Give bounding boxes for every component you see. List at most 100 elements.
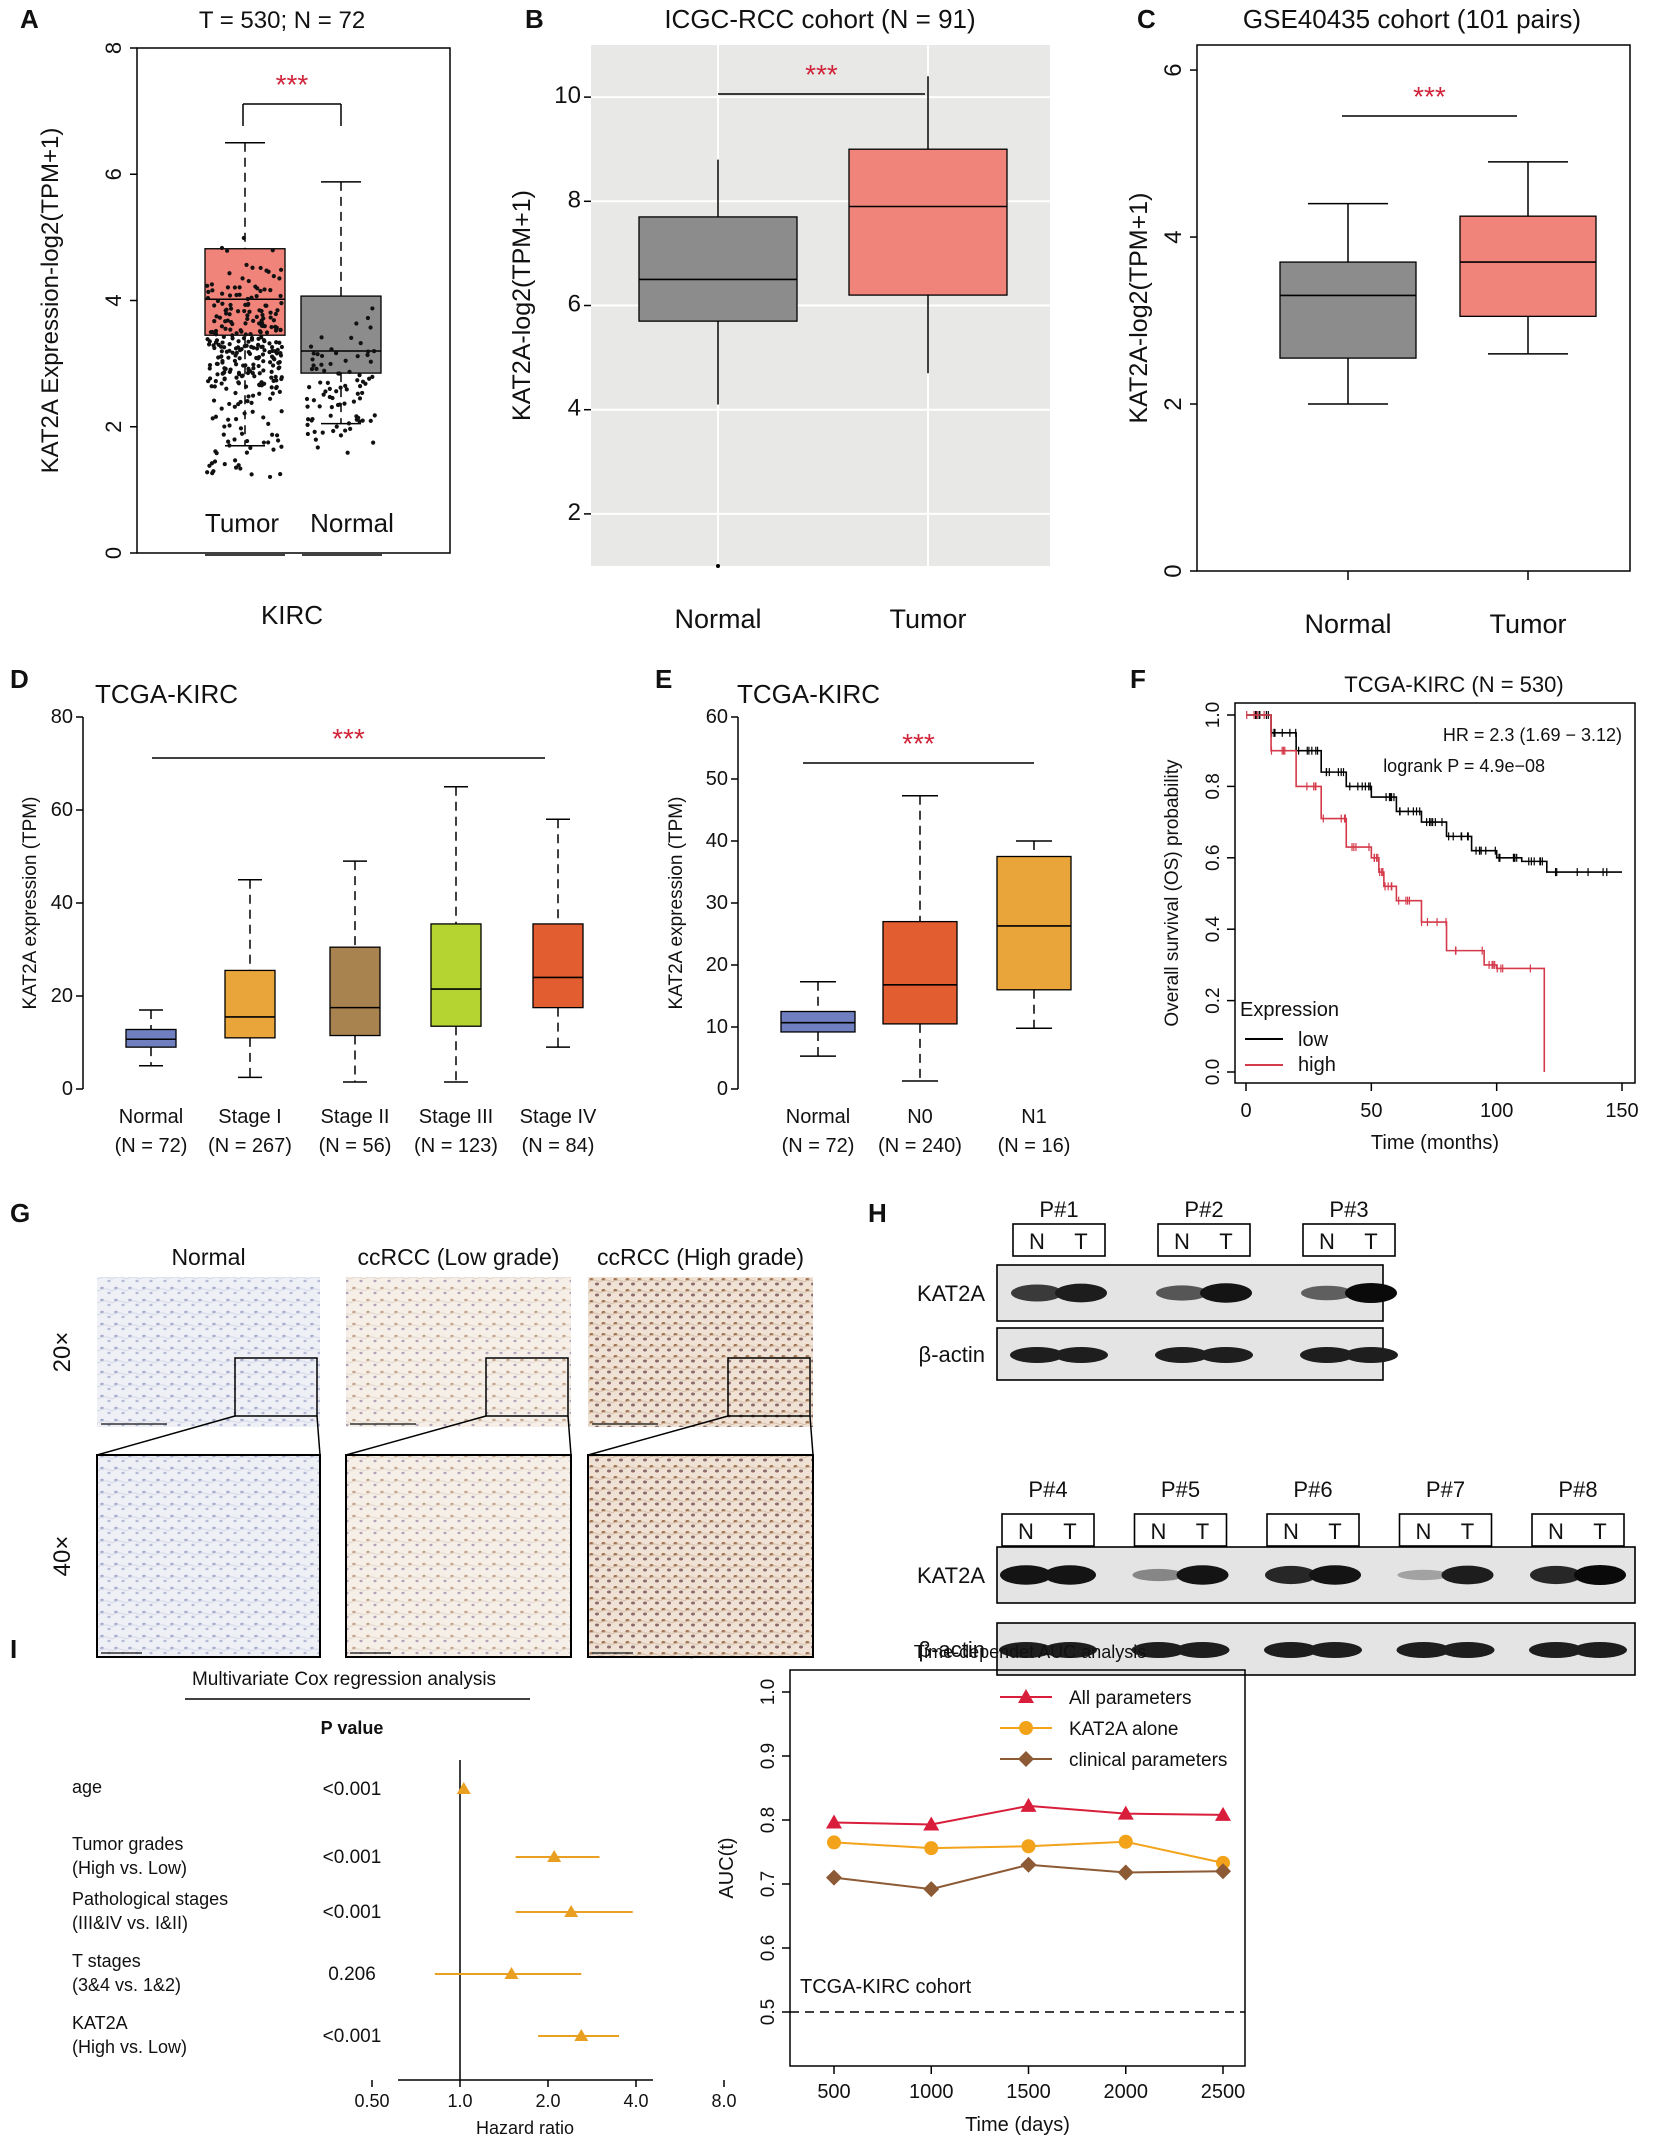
jitter-point	[368, 325, 373, 330]
jitter-point	[314, 366, 319, 371]
significance-stars: ***	[805, 59, 838, 90]
jitter-point	[329, 347, 334, 352]
panel-label-i: I	[10, 1634, 17, 1664]
x-category-label: Normal	[786, 1106, 850, 1128]
jitter-point	[222, 366, 227, 371]
chart-title: GSE40435 cohort (101 pairs)	[1243, 4, 1581, 34]
jitter-point	[217, 315, 223, 320]
chart-title: ICGC-RCC cohort (N = 91)	[664, 4, 975, 34]
chart-panel-d: 0 20 40 60 80 Normal (N = 72) Stage I (N = 267) S…	[20, 679, 597, 1157]
jitter-point	[238, 466, 243, 471]
ihc-row-label: 40×	[49, 1536, 76, 1577]
jitter-point	[245, 399, 250, 404]
x-tick-label: 8.0	[711, 2091, 736, 2111]
jitter-point	[357, 396, 363, 401]
jitter-point	[257, 391, 262, 396]
jitter-point	[310, 357, 315, 362]
jitter-point	[271, 318, 277, 323]
y-tick-label: 2	[1160, 397, 1187, 410]
jitter-point	[327, 386, 332, 391]
jitter-point	[347, 369, 352, 374]
jitter-point	[223, 319, 228, 324]
jitter-point	[230, 350, 235, 355]
band-kat2a	[1265, 1565, 1317, 1585]
band-kat2a	[1132, 1568, 1185, 1582]
jitter-point	[227, 293, 233, 298]
panel-label-a: A	[20, 4, 39, 34]
jitter-point	[312, 429, 317, 434]
jitter-point	[257, 329, 263, 334]
significance-stars: ***	[276, 69, 309, 100]
jitter-point	[273, 311, 278, 317]
series-point-all-parameters	[826, 1814, 842, 1829]
jitter-point	[268, 315, 273, 320]
jitter-point	[220, 291, 225, 296]
y-tick-label: 0.5	[758, 1999, 779, 2025]
plot-frame	[1234, 702, 1636, 1084]
chart-title: T = 530; N = 72	[199, 7, 365, 34]
legend-marker	[1019, 1721, 1033, 1735]
column-header-pvalue: P value	[321, 1718, 384, 1738]
legend-title: Expression	[1240, 999, 1339, 1021]
jitter-point	[233, 353, 238, 358]
jitter-point	[238, 328, 243, 333]
band-kat2a	[1055, 1283, 1107, 1303]
y-tick-label: 0	[1160, 564, 1187, 577]
jitter-point	[338, 433, 344, 438]
x-category-sublabel: (N = 72)	[782, 1135, 855, 1157]
jitter-point	[327, 394, 332, 400]
x-category-sublabel: (N = 123)	[414, 1135, 498, 1157]
jitter-point	[323, 389, 328, 394]
x-category-label: Stage III	[419, 1106, 494, 1128]
y-tick-label: 0.6	[758, 1935, 779, 1961]
lane-label-t: T	[1074, 1229, 1087, 1254]
jitter-point	[240, 276, 245, 281]
jitter-point	[372, 413, 377, 418]
jitter-point	[234, 331, 239, 336]
row-pvalue: 0.206	[328, 1964, 376, 1985]
jitter-point	[307, 384, 312, 390]
jitter-point	[345, 450, 350, 455]
jitter-point	[254, 294, 259, 299]
row-label: age	[72, 1777, 102, 1797]
x-tick-label: 4.0	[623, 2091, 648, 2111]
chart-title: TCGA-KIRC	[737, 679, 880, 709]
hazard-ratio-marker	[504, 1967, 519, 1979]
hazard-ratio-marker	[574, 2029, 589, 2041]
jitter-point	[215, 372, 220, 377]
jitter-point	[219, 349, 224, 354]
jitter-point	[343, 358, 348, 363]
jitter-point	[216, 355, 221, 360]
jitter-point	[266, 440, 271, 445]
jitter-point	[219, 354, 224, 359]
box-iqr	[329, 946, 381, 1037]
jitter-point	[262, 287, 267, 292]
ihc-image-20x	[346, 1277, 571, 1427]
zoom-box	[727, 1357, 811, 1417]
lane-label-n: N	[1416, 1519, 1432, 1544]
y-tick-label: 0.0	[1203, 1059, 1224, 1085]
jitter-point	[371, 349, 377, 354]
legend-label: KAT2A alone	[1069, 1719, 1179, 1740]
jitter-point	[311, 351, 316, 356]
ihc-image-40x	[97, 1455, 320, 1657]
zoom-connector	[96, 1415, 236, 1456]
x-category-sublabel: (N = 56)	[319, 1135, 392, 1157]
x-category-sublabel: (N = 16)	[998, 1135, 1071, 1157]
lane-label-n: N	[1548, 1519, 1564, 1544]
x-category-label: Stage I	[218, 1106, 281, 1128]
ihc-image-40x	[346, 1455, 571, 1657]
chart-panel-f: 0 50 100 150 0.0 0.2 0.4 0.6 0.8 1.0 TCGA-KIRC (N …	[1162, 672, 1639, 1154]
significance-stars: ***	[902, 728, 935, 759]
jitter-point	[355, 378, 360, 383]
patient-label: P#3	[1329, 1197, 1368, 1222]
ihc-column-label: ccRCC (Low grade)	[358, 1244, 560, 1270]
band-kat2a	[1530, 1565, 1582, 1585]
series-point-kat2a-alone	[1118, 1834, 1133, 1849]
jitter-point	[211, 343, 216, 348]
jitter-point	[227, 423, 232, 428]
box-iqr	[125, 1028, 177, 1048]
box-tumor	[1459, 161, 1597, 355]
y-tick-label: 10	[706, 1016, 728, 1038]
jitter-point	[220, 371, 225, 376]
